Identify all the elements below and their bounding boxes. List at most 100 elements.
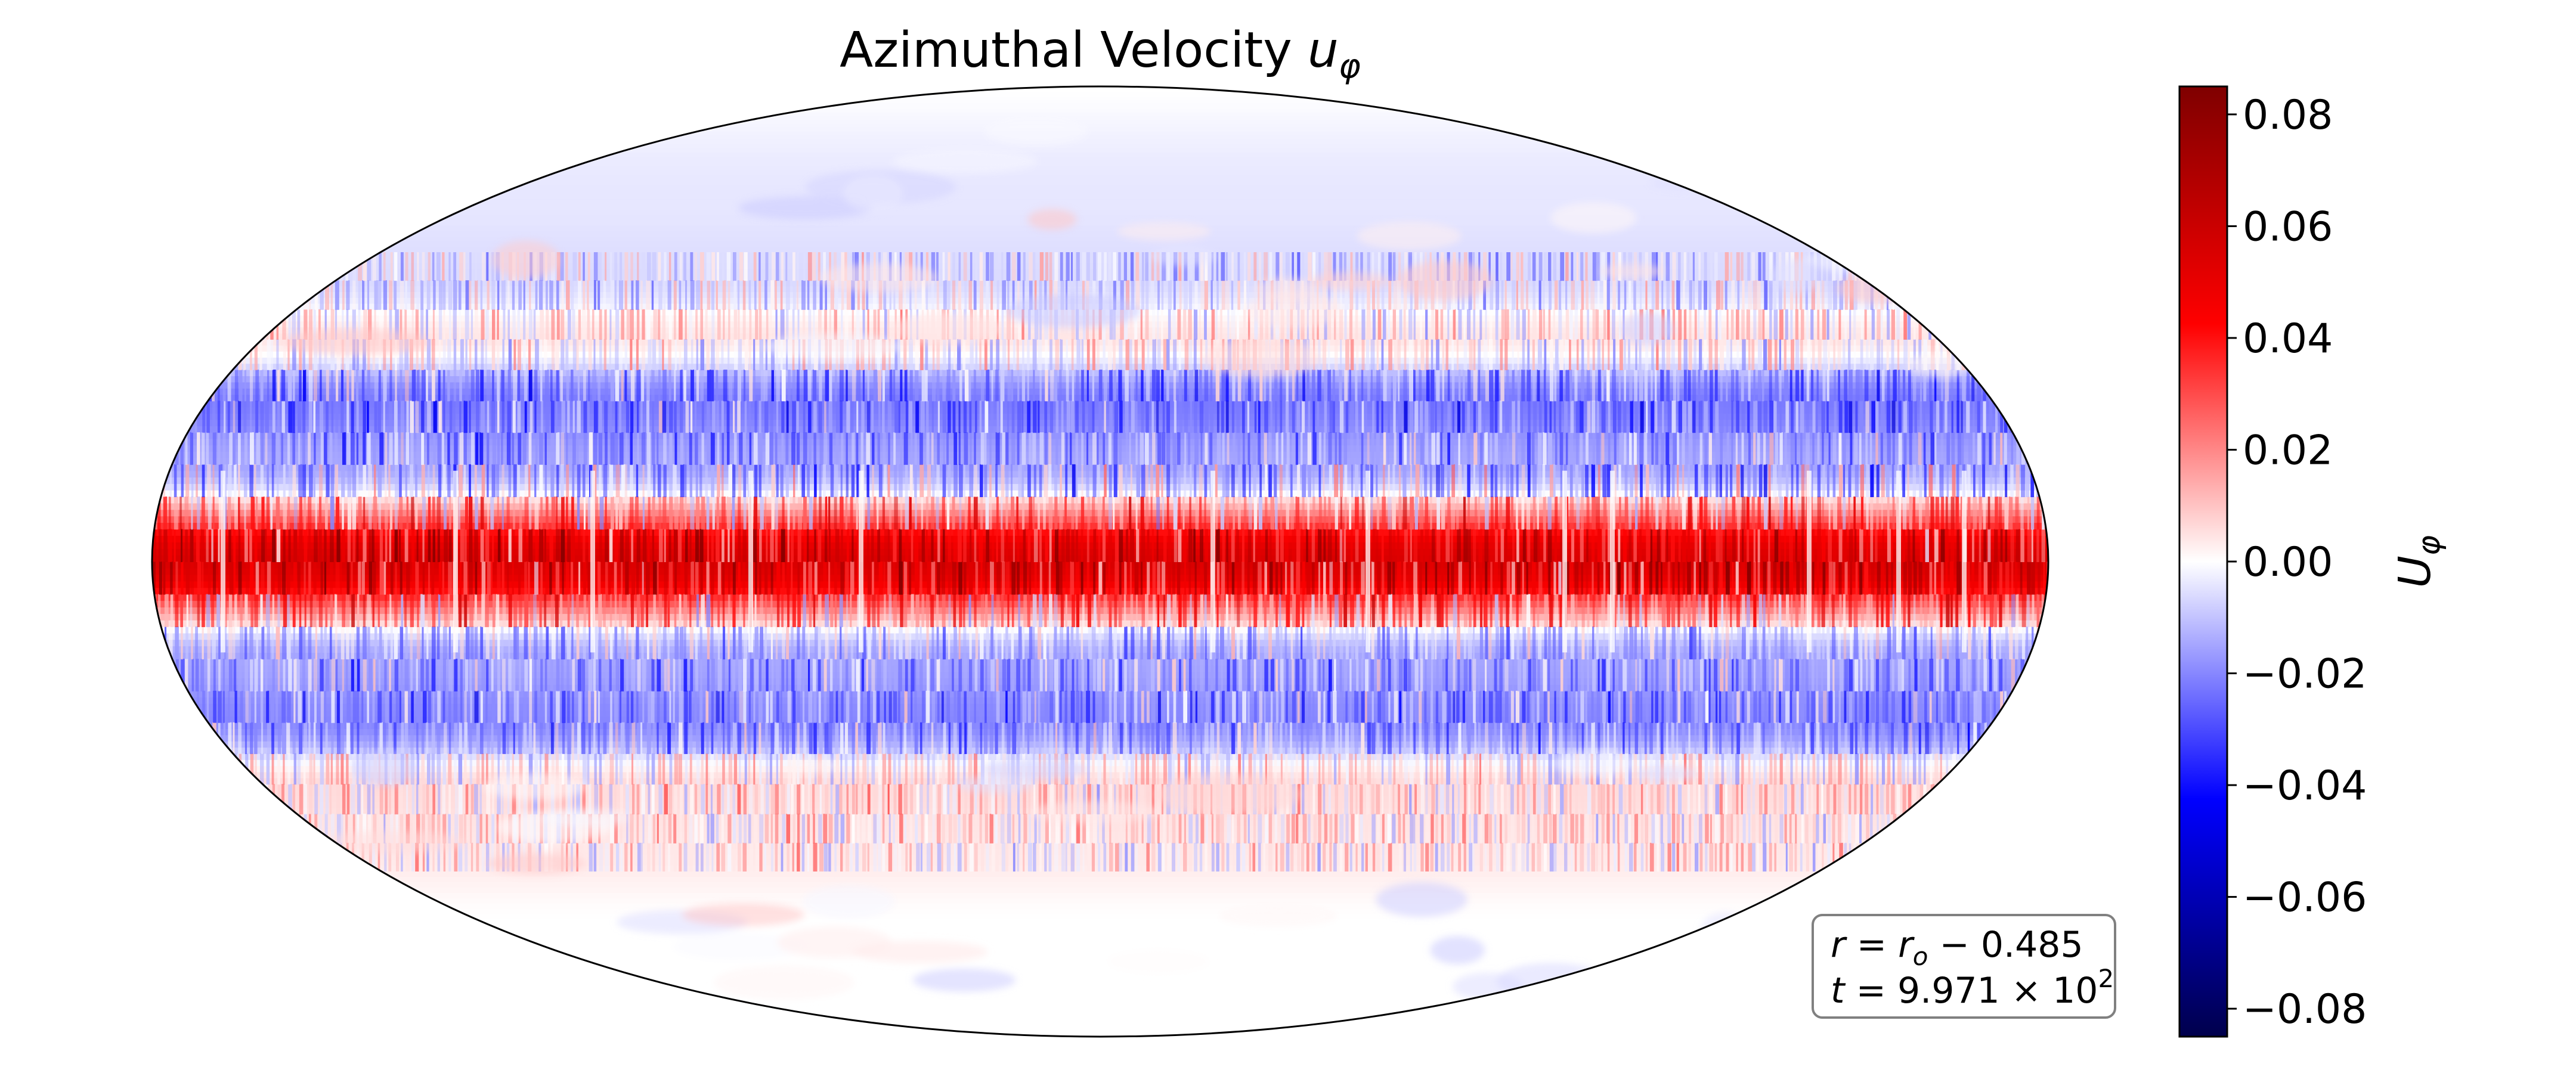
velocity-stripe — [336, 753, 339, 785]
velocity-stripe — [1034, 814, 1037, 843]
velocity-stripe — [930, 659, 934, 691]
velocity-stripe — [1376, 753, 1380, 785]
velocity-stripe — [1248, 496, 1252, 530]
velocity-stripe — [1011, 562, 1016, 595]
velocity-stripe — [1426, 370, 1430, 402]
velocity-stripe — [372, 529, 374, 562]
velocity-stripe — [759, 814, 764, 843]
latitude-band — [152, 919, 2048, 925]
velocity-stripe — [551, 339, 555, 371]
velocity-stripe — [1333, 627, 1336, 660]
velocity-stripe — [234, 690, 237, 723]
velocity-stripe — [1055, 432, 1058, 465]
velocity-stripe — [1221, 401, 1224, 433]
velocity-stripe — [1323, 627, 1326, 660]
velocity-stripe — [1093, 529, 1097, 562]
velocity-stripe — [497, 659, 500, 691]
velocity-stripe — [990, 627, 993, 660]
velocity-stripe — [202, 562, 204, 595]
velocity-stripe — [410, 401, 414, 433]
velocity-stripe — [267, 722, 271, 754]
velocity-stripe — [781, 784, 785, 815]
velocity-stripe — [304, 594, 306, 628]
velocity-stripe — [519, 496, 522, 530]
velocity-stripe — [599, 529, 602, 562]
velocity-stripe — [1082, 594, 1085, 628]
velocity-stripe — [840, 814, 845, 843]
velocity-stripe — [1236, 309, 1239, 340]
velocity-stripe — [431, 562, 435, 595]
velocity-stripe — [624, 370, 627, 402]
velocity-stripe — [948, 401, 951, 433]
velocity-stripe — [717, 594, 720, 628]
velocity-stripe — [862, 753, 867, 785]
velocity-stripe — [195, 659, 199, 691]
velocity-stripe — [486, 252, 489, 281]
velocity-stripe — [588, 339, 592, 371]
velocity-stripe — [1306, 529, 1308, 562]
velocity-stripe — [1220, 627, 1224, 660]
velocity-stripe — [1184, 464, 1187, 497]
velocity-stripe — [513, 496, 516, 530]
velocity-stripe — [1151, 401, 1154, 433]
velocity-stripe — [428, 529, 431, 562]
velocity-stripe — [968, 814, 973, 843]
velocity-stripe — [363, 464, 366, 497]
velocity-stripe — [775, 784, 779, 815]
velocity-stripe — [758, 252, 761, 281]
velocity-stripe — [254, 464, 256, 497]
velocity-stripe — [341, 464, 345, 497]
velocity-stripe — [1220, 496, 1225, 530]
velocity-stripe — [1179, 401, 1182, 433]
velocity-stripe — [883, 722, 886, 754]
velocity-stripe — [325, 842, 330, 872]
velocity-stripe — [1032, 627, 1035, 660]
velocity-stripe — [517, 690, 519, 723]
velocity-stripe — [1124, 627, 1128, 660]
velocity-stripe — [1355, 370, 1358, 402]
velocity-stripe — [1414, 432, 1416, 465]
velocity-stripe — [1045, 529, 1048, 562]
velocity-stripe — [733, 842, 736, 872]
velocity-stripe — [368, 464, 372, 497]
velocity-stripe — [422, 496, 426, 530]
velocity-stripe — [186, 690, 189, 723]
velocity-stripe — [689, 464, 692, 497]
velocity-stripe — [700, 339, 705, 371]
velocity-stripe — [792, 280, 796, 310]
velocity-stripe — [1060, 690, 1062, 723]
velocity-stripe — [410, 464, 414, 497]
velocity-stripe — [926, 842, 931, 872]
velocity-stripe — [738, 529, 741, 562]
velocity-stripe — [1285, 753, 1288, 785]
velocity-stripe — [565, 252, 568, 281]
velocity-stripe — [479, 432, 484, 465]
velocity-stripe — [206, 252, 211, 281]
velocity-stripe — [556, 280, 559, 310]
velocity-stripe — [1166, 432, 1171, 465]
velocity-stripe — [372, 562, 376, 595]
velocity-stripe — [1045, 659, 1047, 691]
velocity-stripe — [685, 401, 689, 433]
velocity-stripe — [454, 432, 458, 465]
velocity-stripe — [270, 309, 274, 340]
velocity-stripe — [685, 529, 688, 562]
velocity-stripe — [546, 627, 549, 660]
velocity-stripe — [597, 722, 600, 754]
velocity-stripe — [1355, 842, 1358, 872]
velocity-stripe — [1172, 432, 1177, 465]
velocity-stripe — [491, 659, 494, 691]
velocity-stripe — [657, 690, 660, 723]
velocity-stripe — [1435, 562, 1438, 595]
velocity-stripe — [442, 464, 446, 497]
velocity-stripe — [796, 401, 799, 433]
velocity-stripe — [266, 690, 270, 723]
velocity-stripe — [240, 594, 243, 628]
velocity-stripe — [1123, 496, 1127, 530]
velocity-stripe — [1065, 562, 1069, 595]
velocity-stripe — [1103, 722, 1107, 754]
velocity-stripe — [753, 722, 757, 754]
velocity-stripe — [1420, 784, 1425, 815]
velocity-stripe — [927, 753, 930, 785]
velocity-stripe — [807, 464, 810, 497]
